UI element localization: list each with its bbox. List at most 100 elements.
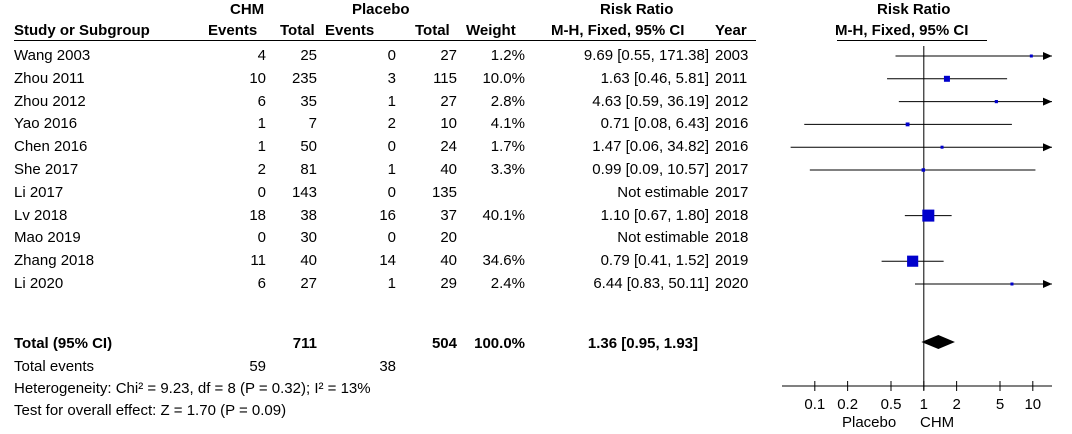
year: 2016 (715, 115, 749, 133)
events-placebo: 16 (379, 206, 396, 224)
events-chm: 2 (257, 161, 266, 178)
year: 2016 (715, 138, 749, 156)
study-name: Zhou 2011 (14, 69, 85, 87)
ci: 0.79 [0.41, 1.52] (600, 252, 709, 270)
total-chm: 27 (300, 275, 317, 292)
year: 2012 (715, 92, 749, 110)
events-placebo: 1 (387, 275, 396, 292)
study-name: Yao 2016 (14, 115, 78, 133)
axis-right-label: CHM (920, 414, 955, 431)
year: 2017 (715, 161, 749, 178)
weight: 34.6% (482, 252, 525, 270)
header-risk-ratio-right: Risk Ratio (877, 1, 951, 18)
heterogeneity-text: Heterogeneity: Chi² = 9.23, df = 8 (P = … (14, 380, 371, 397)
ci: 4.63 [0.59, 36.19] (592, 92, 709, 110)
events-placebo: 1 (387, 161, 396, 178)
events-chm: 18 (249, 206, 266, 224)
ci-arrow (1043, 52, 1052, 60)
total-chm: 143 (291, 183, 317, 201)
study-name: Wang 2003 (14, 47, 91, 64)
total-weight: 100.0% (474, 335, 525, 352)
events-chm: 0 (257, 229, 266, 247)
events-placebo: 1 (387, 92, 396, 110)
year: 2003 (715, 47, 749, 64)
events-chm: 4 (257, 47, 266, 64)
effect-marker (994, 100, 998, 104)
total-placebo: 27 (440, 92, 457, 110)
effect-marker (943, 75, 950, 82)
total-placebo: 10 (440, 115, 457, 133)
events-chm: 1 (257, 138, 266, 156)
effect-marker (921, 168, 926, 172)
study-name: Mao 2019 (14, 229, 81, 247)
total-chm: 81 (300, 161, 317, 178)
total-events-label: Total events (14, 358, 95, 375)
study-name: Chen 2016 (14, 138, 88, 156)
year: 2018 (715, 229, 749, 247)
pooled-diamond (921, 335, 955, 349)
ci: 1.10 [0.67, 1.80] (600, 206, 709, 224)
study-name: Li 2020 (14, 275, 64, 292)
total-chm: 30 (300, 229, 317, 247)
total-placebo: 135 (431, 183, 457, 201)
total-label: Total (95% CI) (14, 335, 113, 352)
x-tick-label: 0.5 (881, 396, 902, 413)
year: 2020 (715, 275, 749, 292)
effect-marker (1029, 54, 1033, 58)
total-chm: 235 (291, 69, 317, 87)
ci: 0.99 [0.09, 10.57] (592, 161, 709, 178)
header-events-chm: Events (208, 22, 258, 39)
year: 2018 (715, 206, 749, 224)
header-events-placebo: Events (325, 22, 375, 39)
events-placebo: 0 (387, 47, 396, 64)
year: 2019 (715, 252, 749, 270)
header-risk-ratio-left: Risk Ratio (600, 1, 674, 18)
total-placebo: 115 (433, 69, 457, 87)
effect-marker (905, 122, 910, 127)
year: 2017 (715, 183, 749, 201)
x-tick-label: 2 (952, 396, 960, 413)
ci-arrow (1043, 280, 1052, 288)
effect-marker (940, 145, 944, 149)
header-chm: CHM (230, 1, 265, 18)
ci: 0.71 [0.08, 6.43] (600, 115, 709, 133)
total-placebo: 40 (440, 252, 457, 270)
events-chm: 11 (250, 252, 266, 270)
header-rule (14, 40, 756, 41)
events-placebo: 0 (387, 229, 396, 247)
weight: 3.3% (490, 161, 525, 178)
weight: 1.2% (490, 47, 525, 64)
ci: 9.69 [0.55, 171.38] (583, 47, 709, 64)
header-method-left: M-H, Fixed, 95% CI (551, 22, 685, 39)
total-placebo: 504 (431, 335, 457, 352)
events-placebo: 2 (387, 115, 396, 133)
events-chm: 0 (257, 183, 266, 201)
x-tick-label: 0.2 (837, 396, 858, 413)
total-placebo: 27 (440, 47, 457, 64)
weight: 1.7% (490, 138, 525, 156)
x-tick-label: 5 (996, 396, 1004, 413)
ci: Not estimable (617, 183, 709, 201)
total-chm: 25 (300, 47, 317, 64)
total-chm: 40 (300, 252, 317, 270)
total-chm: 35 (300, 92, 317, 110)
axis-left-label: Placebo (842, 414, 897, 431)
events-placebo: 0 (387, 138, 396, 156)
header-weight: Weight (466, 22, 516, 39)
x-tick-label: 0.1 (804, 396, 825, 413)
ci: 1.47 [0.06, 34.82] (592, 138, 709, 156)
total-placebo: 20 (440, 229, 457, 247)
header-study: Study or Subgroup (14, 22, 150, 39)
total-chm: 711 (292, 335, 317, 352)
header-placebo: Placebo (352, 1, 410, 18)
events-placebo: 0 (387, 183, 396, 201)
total-ci: 1.36 [0.95, 1.93] (587, 335, 698, 352)
weight: 2.8% (490, 92, 525, 110)
total-chm: 38 (300, 206, 317, 224)
study-name: Zhang 2018 (14, 252, 95, 270)
header-method-right: M-H, Fixed, 95% CI (835, 22, 969, 39)
study-name: Li 2017 (14, 183, 64, 201)
effect-marker (922, 209, 935, 222)
events-chm: 6 (257, 275, 266, 292)
